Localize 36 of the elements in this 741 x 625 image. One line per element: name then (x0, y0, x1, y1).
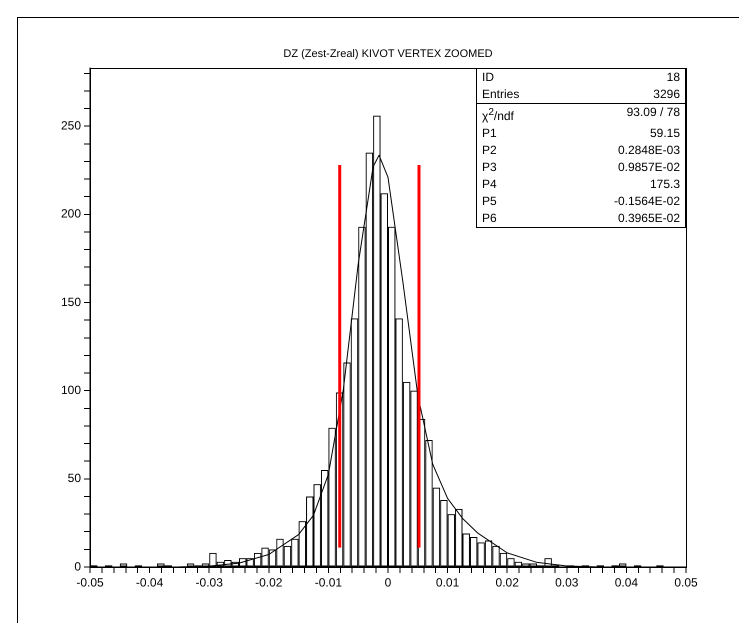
annotation: P3 (482, 159, 497, 176)
y-tick-label: 250 (60, 118, 82, 132)
x-tick-label: 0.04 (614, 576, 638, 590)
y-tick-label: 150 (60, 294, 82, 309)
annotation: -0.1564E-02 (614, 193, 680, 210)
annotation: 93.09 / 78 (626, 104, 680, 121)
annotation: 0.3965E-02 (618, 210, 680, 227)
annotation: P1 (482, 125, 497, 142)
x-tick-label: -0.05 (76, 576, 104, 590)
x-tick-label: -0.03 (196, 576, 224, 590)
annotation: 59.15 (650, 125, 680, 142)
x-tick-label: -0.01 (314, 576, 342, 590)
x-tick-label: 0.03 (555, 576, 579, 590)
annotation: 18 (666, 69, 680, 86)
annotation: ID (482, 69, 494, 86)
annotation: P2 (482, 142, 497, 159)
chart-title: DZ (Zest-Zreal) KIVOT VERTEX ZOOMED (282, 48, 494, 60)
annotation: 3296 (653, 86, 680, 103)
x-tick-label: 0.05 (674, 576, 698, 590)
annotation: χ$^{2}$/ndf (482, 106, 514, 125)
x-tick-label: 0.02 (496, 576, 520, 590)
x-tick-label: -0.04 (136, 576, 164, 590)
annotation: P6 (482, 210, 497, 227)
x-tick-label: 0 (384, 576, 392, 590)
annotation: P4 (482, 176, 497, 193)
annotation: Entries (482, 86, 520, 103)
annotation: 0.9857E-02 (618, 159, 680, 176)
y-tick-label: 200 (60, 206, 82, 221)
y-tick-label: 50 (68, 471, 82, 486)
annotation: 0.2848E-03 (618, 142, 680, 159)
y-tick-label: 0 (74, 559, 82, 574)
annotation: P5 (482, 193, 497, 210)
x-tick-label: -0.02 (255, 576, 283, 590)
annotation: 175.3 (650, 176, 680, 193)
y-tick-label: 100 (60, 382, 82, 397)
x-tick-label: 0.01 (436, 576, 460, 590)
